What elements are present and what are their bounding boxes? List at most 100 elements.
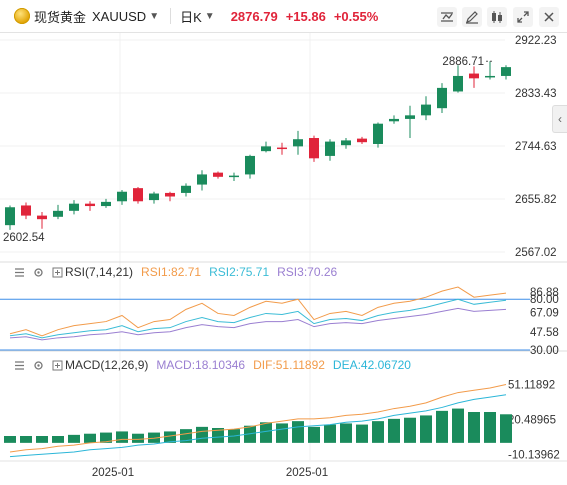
- price-axis-label: 2922.23: [515, 35, 557, 47]
- candle-body: [229, 175, 239, 178]
- draw-button[interactable]: [462, 7, 482, 27]
- chevron-down-icon: ▼: [204, 10, 215, 22]
- macd-axis-label: 20.48965: [508, 414, 556, 426]
- candle-body: [421, 104, 431, 116]
- macd-histogram-bar: [500, 414, 512, 443]
- collapse-panel-button[interactable]: ‹: [552, 105, 567, 133]
- candle-body: [293, 139, 303, 147]
- macd-histogram-bar: [260, 422, 272, 443]
- candle-body: [453, 75, 463, 92]
- rsi2-line: [9, 298, 507, 339]
- rsi-axis-label: 30.00: [530, 345, 559, 357]
- symbol-selector[interactable]: 现货黄金 XAUUSD ▼: [0, 7, 159, 26]
- macd-axis-label: 51.11892: [508, 379, 555, 391]
- candle-body: [437, 87, 447, 109]
- candle-body: [501, 67, 511, 76]
- macd-header: MACD(12,26,9) MACD:18.10346 DIF:51.11892…: [0, 357, 411, 373]
- candle-body: [309, 138, 319, 159]
- close-button[interactable]: [539, 7, 559, 27]
- indicator-toggle-icon[interactable]: [14, 267, 25, 278]
- candle-body: [181, 185, 191, 193]
- candle-body: [5, 207, 15, 226]
- candle-body: [373, 123, 383, 144]
- candle-body: [325, 141, 335, 156]
- macd-histogram-bar: [244, 425, 256, 443]
- candle-body: [117, 191, 127, 202]
- price-axis-label: 2833.43: [515, 88, 557, 100]
- indicator-button[interactable]: [437, 7, 457, 27]
- compare-button[interactable]: [487, 7, 507, 27]
- macd-pane: 51.11892 20.48965 -10.13962: [4, 379, 560, 461]
- macd-histogram-bar: [340, 423, 352, 443]
- macd-histogram-bar: [132, 433, 144, 443]
- macd-histogram-bar: [52, 436, 64, 443]
- price-change: +15.86: [285, 8, 326, 24]
- macd-histogram-bar: [404, 417, 416, 443]
- settings-icon[interactable]: [33, 360, 44, 371]
- high-low-annotations: 2886.71 2602.54: [3, 56, 492, 244]
- rsi3-value: RSI3:70.26: [277, 265, 338, 279]
- rsi1-value: RSI1:82.71: [141, 265, 202, 279]
- candle-body: [469, 73, 479, 79]
- candle-body: [53, 210, 63, 217]
- macd-title: MACD(12,26,9): [65, 358, 149, 372]
- rsi-axis-label: 67.09: [530, 307, 559, 319]
- candle-body: [165, 192, 175, 197]
- candle-body: [341, 140, 351, 146]
- time-axis-label: 2025-01: [286, 467, 328, 479]
- candle-body: [133, 188, 143, 202]
- macd-histogram-bar: [116, 431, 128, 443]
- gold-coin-icon: [14, 8, 30, 24]
- low-label: 2602.54: [3, 232, 45, 244]
- candle-body: [213, 172, 223, 177]
- rsi-title: RSI(7,14,21): [65, 265, 134, 279]
- fullscreen-button[interactable]: [513, 7, 533, 27]
- dif-value: DIF:51.11892: [253, 358, 325, 372]
- macd-histogram-bar: [452, 408, 464, 443]
- candle-body: [69, 203, 79, 211]
- candle-body: [21, 205, 31, 216]
- candles: [5, 61, 511, 230]
- last-price: 2876.79: [230, 8, 278, 24]
- rsi-axis-label: 86.88: [530, 287, 559, 299]
- draw-icon: [466, 11, 478, 24]
- expand-icon[interactable]: [52, 267, 63, 278]
- candle-body: [245, 155, 255, 175]
- macd-histogram-bar: [436, 410, 448, 443]
- macd-histogram-bar: [164, 431, 176, 443]
- chevron-left-icon: ‹: [558, 112, 562, 126]
- symbol-code: XAUUSD: [92, 8, 147, 24]
- macd-histogram-bar: [324, 424, 336, 443]
- candle-body: [405, 115, 415, 119]
- candle-body: [149, 193, 159, 201]
- candle-body: [357, 138, 367, 143]
- macd-value: MACD:18.10346: [156, 358, 246, 372]
- settings-icon[interactable]: [33, 267, 44, 278]
- indicator-icon: [441, 12, 453, 22]
- indicator-toggle-icon[interactable]: [14, 360, 25, 371]
- candle-body: [277, 147, 287, 150]
- rsi-header: RSI(7,14,21) RSI1:82.71 RSI2:75.71 RSI3:…: [0, 264, 337, 280]
- macd-histogram-bar: [84, 433, 96, 443]
- candle-body: [485, 75, 495, 78]
- price-axis: 2922.23 2833.43 2744.63 2655.82 2567.02: [515, 35, 557, 259]
- macd-histogram-bar: [180, 429, 192, 443]
- rsi-axis-label: 47.58: [530, 327, 559, 339]
- macd-histogram-bar: [372, 421, 384, 443]
- period-label: 日K: [180, 9, 202, 25]
- rsi2-value: RSI2:75.71: [209, 265, 270, 279]
- candle-body: [389, 118, 399, 122]
- expand-icon[interactable]: [52, 360, 63, 371]
- macd-histogram-bar: [4, 436, 16, 443]
- candle-body: [85, 203, 95, 207]
- symbol-name: 现货黄金: [34, 9, 87, 25]
- macd-histogram-bar: [148, 432, 160, 443]
- dea-value: DEA:42.06720: [332, 358, 411, 372]
- period-selector[interactable]: 日K ▼: [180, 7, 215, 26]
- macd-histogram-bar: [388, 418, 400, 443]
- rsi3-line: [9, 307, 507, 341]
- dif-line: [9, 383, 507, 453]
- macd-histogram-bar: [20, 436, 32, 443]
